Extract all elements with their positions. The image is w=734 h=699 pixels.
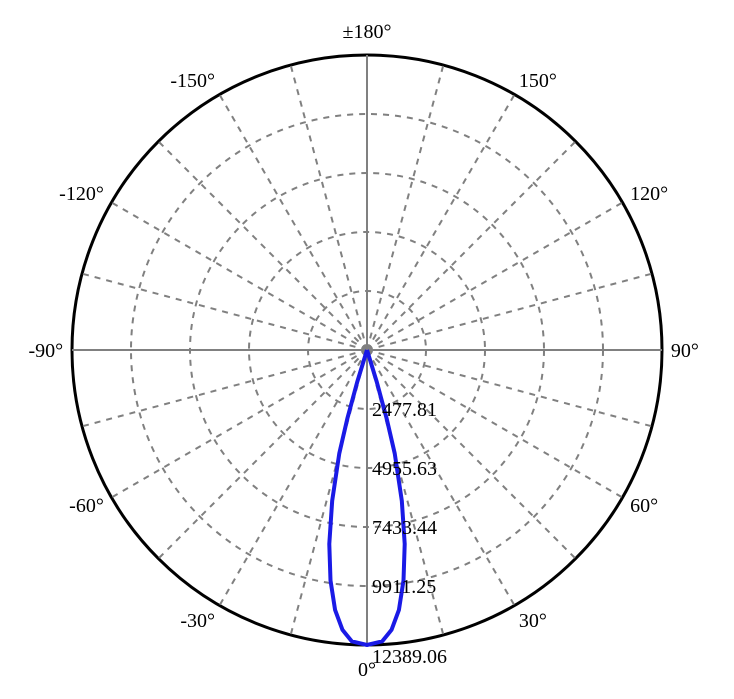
angle-label: -30° xyxy=(180,610,215,632)
angle-label: 150° xyxy=(519,70,557,92)
radial-label: 4955.63 xyxy=(372,458,437,480)
radial-label: 2477.81 xyxy=(372,399,437,421)
radial-label: 9911.25 xyxy=(372,576,436,598)
angle-label: 120° xyxy=(630,183,668,205)
angle-label: -90° xyxy=(28,340,63,362)
angle-label: ±180° xyxy=(343,21,392,43)
polar-chart: 0°30°60°90°120°150°±180°-150°-120°-90°-6… xyxy=(0,0,734,699)
angle-label: -60° xyxy=(69,495,104,517)
angle-label: 90° xyxy=(671,340,699,362)
radial-label: 7433.44 xyxy=(372,517,437,539)
angle-label: -150° xyxy=(170,70,215,92)
angle-label: -120° xyxy=(59,183,104,205)
angle-label: 30° xyxy=(519,610,547,632)
radial-label: 12389.06 xyxy=(372,646,447,668)
angle-label: 60° xyxy=(630,495,658,517)
